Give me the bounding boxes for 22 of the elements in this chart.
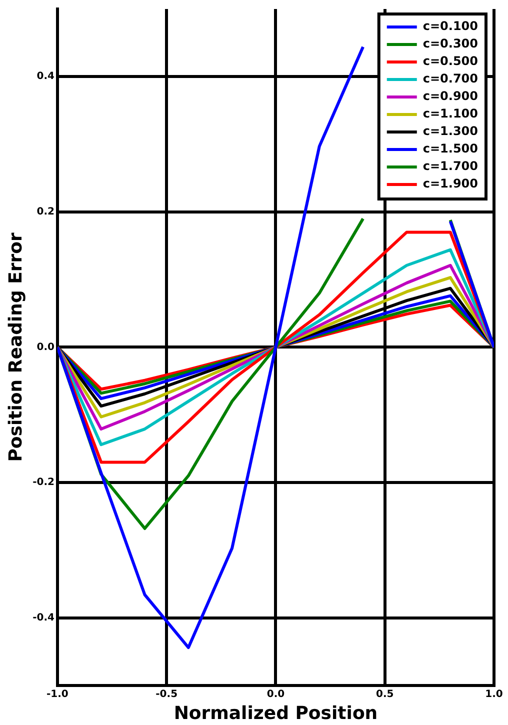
x-tick-label: -1.0 <box>46 688 68 700</box>
y-tick-label: -0.4 <box>32 612 54 624</box>
x-tick-label: -0.5 <box>156 688 178 700</box>
legend-label: c=0.100 <box>422 19 478 34</box>
y-tick-label: 0.2 <box>36 206 55 218</box>
x-axis-title: Normalized Position <box>174 702 378 724</box>
legend-label: c=1.300 <box>422 124 478 138</box>
legend-label: c=0.500 <box>422 54 478 68</box>
x-tick-label: 0.0 <box>266 688 285 700</box>
legend-label: c=1.700 <box>422 159 478 174</box>
y-axis-title: Position Reading Error <box>5 232 26 462</box>
y-tick-label: 0.4 <box>36 71 55 82</box>
legend-label: c=1.500 <box>422 142 478 156</box>
y-tick-label: -0.2 <box>32 477 54 488</box>
legend-label: c=0.700 <box>422 72 478 86</box>
legend-label: c=0.300 <box>422 36 478 51</box>
x-tick-label: 0.5 <box>376 688 394 700</box>
legend-label: c=1.900 <box>422 176 478 191</box>
legend-label: c=0.900 <box>422 89 478 104</box>
y-tick-label: 0.0 <box>36 342 55 353</box>
legend-label: c=1.100 <box>422 106 478 121</box>
x-tick-label: 1.0 <box>485 688 503 700</box>
